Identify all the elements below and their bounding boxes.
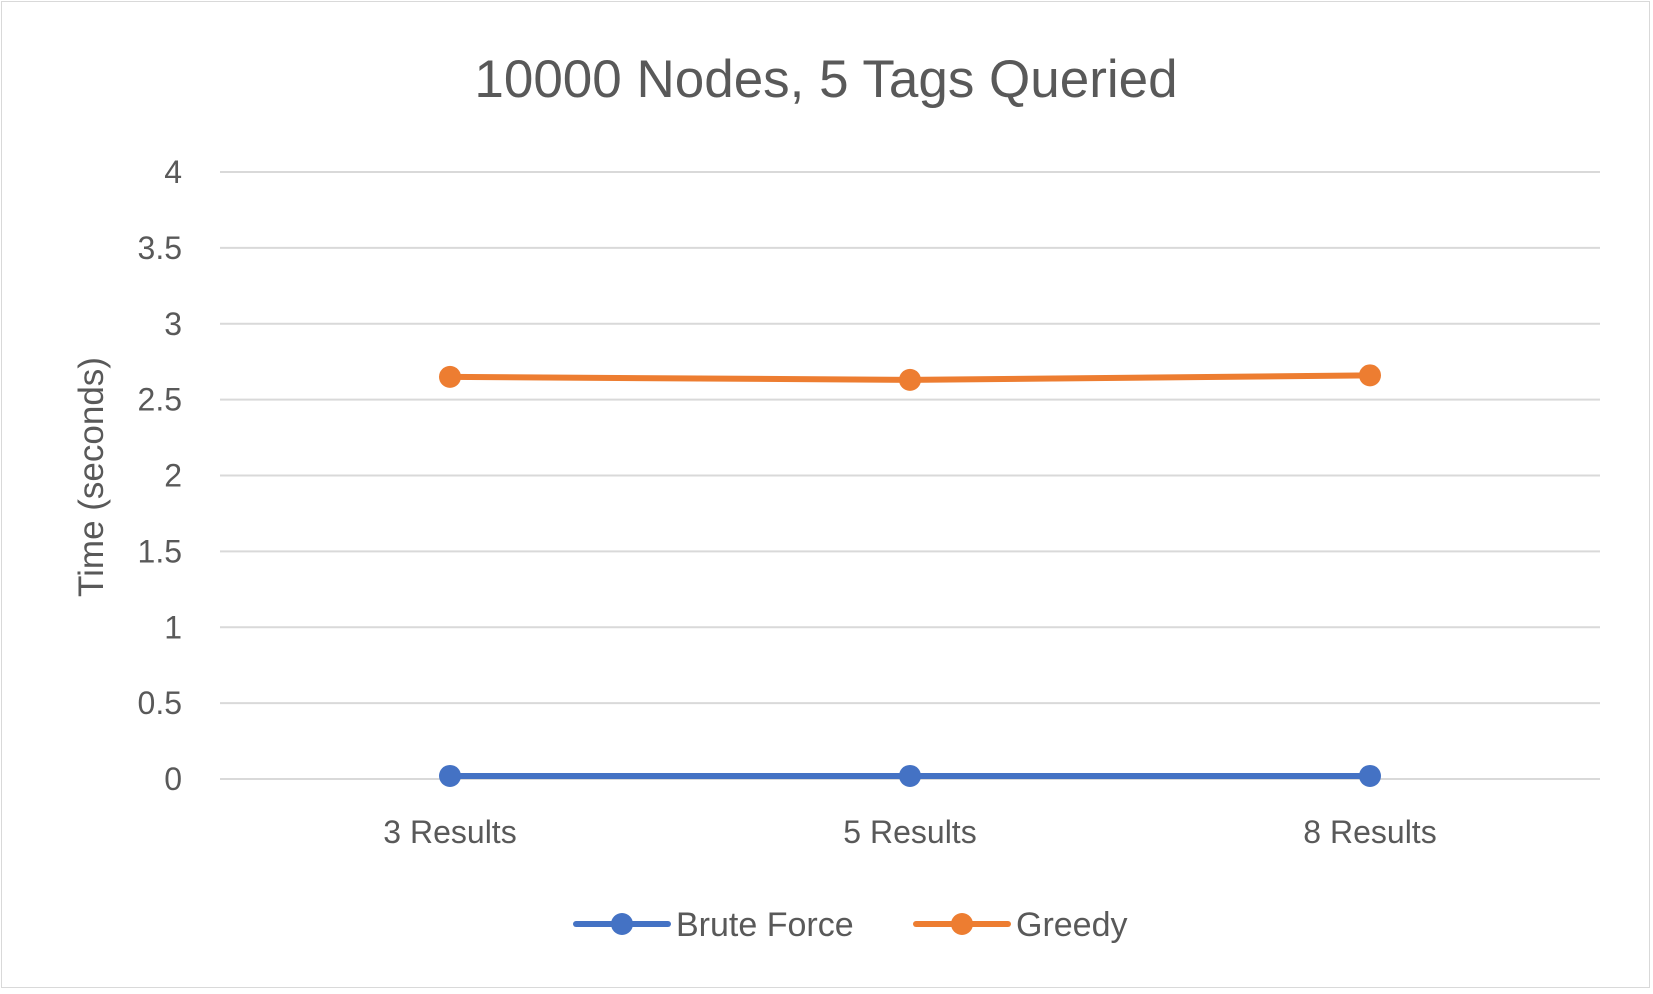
legend-entry: Greedy [913, 906, 1128, 944]
y-tick-label: 2 [164, 458, 182, 494]
x-tick-label: 3 Results [383, 814, 516, 850]
chart-title: 10000 Nodes, 5 Tags Queried [474, 50, 1177, 109]
legend-marker [611, 913, 633, 935]
y-tick-label: 4 [164, 154, 182, 190]
data-point [899, 764, 921, 787]
y-axis-title: Time (seconds) [72, 357, 111, 597]
legend-label: Greedy [1016, 906, 1128, 944]
x-axis-ticks: 3 Results 5 Results 8 Results [383, 814, 1436, 850]
series-lines [439, 364, 1381, 787]
data-point [439, 764, 461, 787]
y-tick-label: 3.5 [138, 230, 182, 266]
data-point [1359, 764, 1381, 787]
y-tick-label: 2.5 [138, 382, 182, 418]
data-point [439, 365, 461, 388]
y-tick-label: 0.5 [138, 685, 182, 721]
legend-marker [951, 913, 973, 935]
series-0 [439, 764, 1381, 787]
legend-entry: Brute Force [573, 906, 854, 944]
legend: Brute Force Greedy [573, 906, 1128, 944]
data-point [1359, 364, 1381, 387]
y-tick-label: 3 [164, 306, 182, 342]
y-axis-ticks: 0 0.5 1 1.5 2 2.5 3 3.5 4 [138, 154, 182, 797]
y-tick-label: 1.5 [138, 533, 182, 569]
y-tick-label: 1 [164, 609, 182, 645]
y-tick-label: 0 [164, 761, 182, 797]
x-tick-label: 5 Results [843, 814, 976, 850]
legend-label: Brute Force [676, 906, 854, 944]
series-1 [439, 364, 1381, 391]
x-tick-label: 8 Results [1303, 814, 1436, 850]
data-point [899, 368, 921, 391]
gridlines [220, 171, 1600, 780]
